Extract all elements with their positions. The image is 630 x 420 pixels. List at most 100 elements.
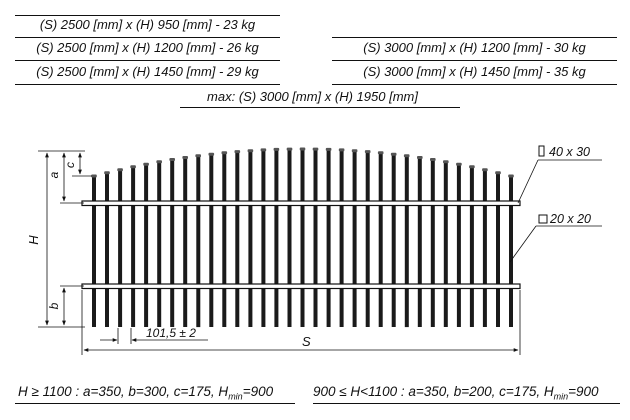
dim-s-label: S (302, 334, 311, 349)
fence-bar (118, 169, 123, 327)
bar-cap (299, 147, 306, 151)
bar-cap (495, 171, 501, 175)
fence-bar (326, 149, 331, 327)
dim-a-label: a (47, 171, 61, 178)
bar-cap (221, 151, 228, 155)
table-rule (15, 60, 280, 61)
spec-row: (S) 2500 [mm] x (H) 1450 [mm] - 29 kg (36, 64, 259, 79)
fence-bar (482, 169, 487, 327)
fence-bar (105, 172, 109, 327)
dimension-h (38, 150, 85, 328)
fence-bar (417, 157, 422, 327)
bottom-rail (81, 283, 521, 290)
bar-cap (234, 150, 241, 154)
bar-cap (182, 156, 188, 159)
dimension-b (60, 285, 84, 326)
fence-bar (235, 151, 240, 327)
bar-profile-callout: 20 x 20 (509, 212, 602, 263)
fence-bar (313, 149, 318, 327)
bar-cap (351, 149, 358, 153)
bar-cap (273, 147, 280, 151)
fence-bar (352, 150, 357, 327)
bar-cap (508, 174, 514, 178)
bar-cap (169, 158, 175, 161)
fence-bar (209, 154, 214, 327)
fence-bar (274, 149, 279, 327)
bar-cap (247, 149, 254, 153)
dimension-s (81, 290, 521, 355)
table-rule (332, 84, 617, 85)
fence-bar (287, 149, 292, 327)
fence-bar (339, 149, 344, 327)
fence-bar (196, 155, 201, 328)
fence-bar (496, 172, 500, 327)
dimension-a (60, 152, 84, 204)
table-rule (15, 37, 280, 38)
footnote-rule (313, 403, 620, 404)
bar-cap (312, 147, 319, 151)
fence-bar (443, 161, 448, 327)
bar-cap (377, 151, 384, 155)
dim-b-label: b (47, 302, 61, 309)
spacing-label: 101,5 ± 2 (146, 326, 196, 340)
spec-row: (S) 3000 [mm] x (H) 1200 [mm] - 30 kg (363, 40, 586, 55)
table-rule (15, 84, 280, 85)
bar-cap (104, 171, 110, 175)
fence-bar (300, 149, 305, 327)
fence-bar (131, 166, 136, 327)
bar-cap (338, 148, 345, 152)
footnote-left-tail: =900 (242, 384, 274, 399)
footnote-left-sub: min (228, 391, 243, 402)
fence-bar (509, 176, 513, 327)
top-rail (81, 200, 521, 207)
table-rule (332, 60, 617, 61)
bar-profile-label: 20 x 20 (549, 212, 591, 226)
footnote-left: H ≥ 1100 : a=350, b=300, c=175, Hmin=900 (18, 384, 273, 402)
table-rule (180, 107, 460, 108)
fence-bar (170, 159, 175, 327)
table-rule (15, 15, 280, 16)
bar-cap (364, 150, 371, 154)
spec-row: (S) 2500 [mm] x (H) 1200 [mm] - 26 kg (36, 40, 259, 55)
fence-bar (248, 150, 253, 327)
bar-cap (195, 154, 201, 158)
bar-cap (286, 147, 293, 151)
bar-cap (482, 168, 488, 172)
fence-bar (469, 166, 474, 327)
fence-bar (365, 151, 370, 327)
fence-bar (183, 157, 188, 327)
fence-bar (222, 152, 227, 327)
spec-row: (S) 3000 [mm] x (H) 1450 [mm] - 35 kg (363, 64, 586, 79)
bar-cap (417, 156, 423, 159)
footnote-left-text: H ≥ 1100 : a=350, b=300, c=175, H (18, 384, 229, 399)
fence-bar (378, 152, 383, 327)
fence-bar (92, 176, 96, 327)
fence-bar (144, 164, 149, 327)
fence-bar (430, 159, 435, 327)
dimension-spacing (100, 328, 208, 344)
bar-cap (260, 148, 267, 152)
bar-cap (325, 147, 332, 151)
dimension-c (72, 152, 92, 177)
dim-h-label: H (26, 235, 41, 245)
bar-cap (430, 158, 436, 161)
bar-cap (91, 174, 97, 178)
spec-row: (S) 2500 [mm] x (H) 950 [mm] - 23 kg (39, 17, 256, 32)
fence-bar (404, 155, 409, 328)
vertical-bars (91, 147, 514, 328)
bar-cap (143, 162, 149, 166)
fence-bar (391, 154, 396, 327)
footnote-right: 900 ≤ H<1100 : a=350, b=200, c=175, Hmin… (313, 384, 599, 402)
fence-bar (261, 149, 266, 327)
rect-profile-icon (538, 145, 545, 157)
footnote-right-sub: min (553, 391, 569, 402)
bar-cap (456, 162, 462, 166)
fence-bar (157, 161, 162, 327)
bar-cap (390, 152, 397, 156)
footnote-right-tail: =900 (568, 384, 599, 399)
bar-cap (156, 160, 162, 164)
footnote-rule (15, 403, 295, 404)
rail-profile-label: 40 x 30 (549, 145, 590, 159)
bar-cap (117, 168, 123, 172)
table-rule (332, 37, 617, 38)
